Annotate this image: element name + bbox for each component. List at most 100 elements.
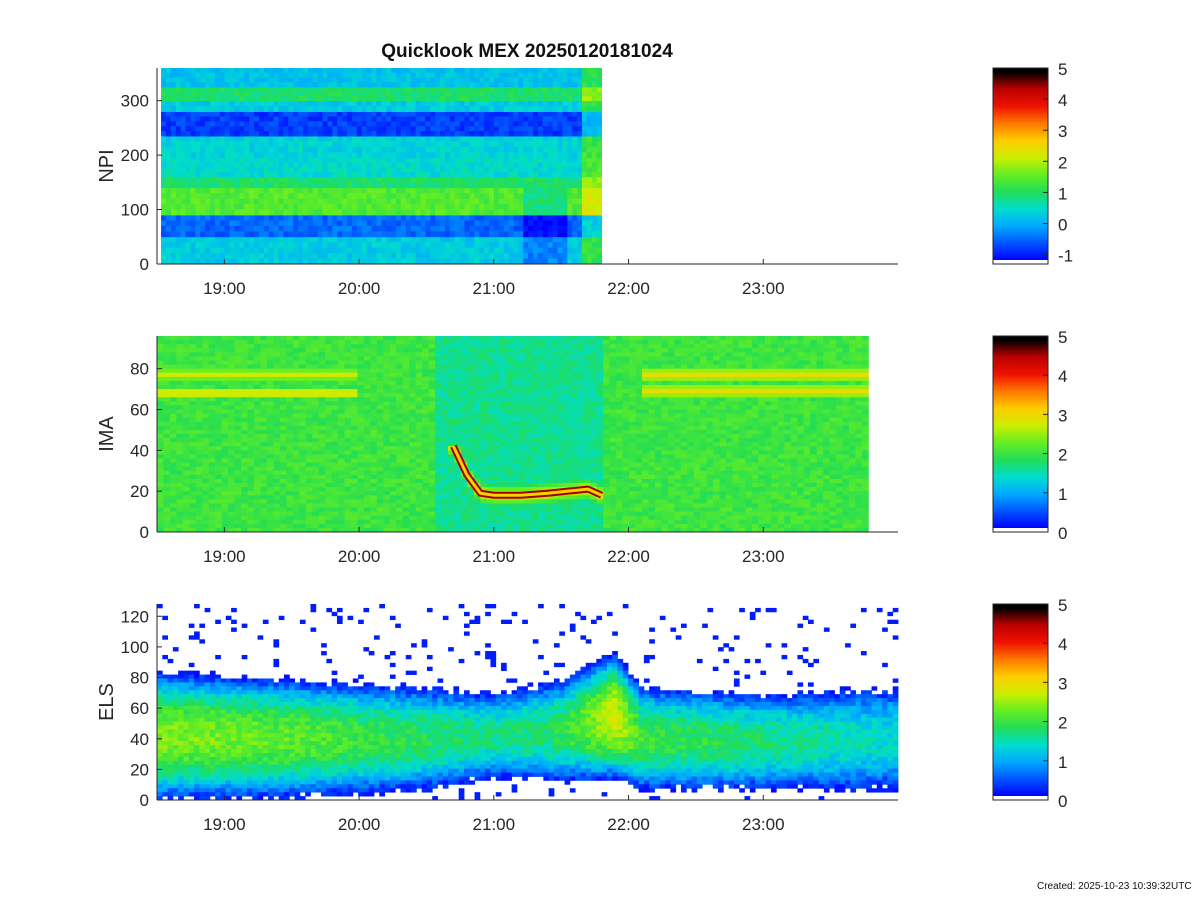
npi-cell xyxy=(322,68,328,74)
npi-cell xyxy=(444,193,451,200)
ima-cell xyxy=(299,360,307,365)
npi-cell xyxy=(508,204,514,210)
npi-cell xyxy=(351,82,358,88)
npi-cell xyxy=(586,91,593,97)
npi-cell xyxy=(376,68,382,74)
npi-cell xyxy=(180,182,186,189)
ima-cell xyxy=(189,380,197,386)
ima-cell xyxy=(176,372,184,378)
npi-cell xyxy=(322,77,328,83)
npi-cell xyxy=(258,152,265,159)
ima-cell xyxy=(273,368,281,374)
npi-cell xyxy=(567,126,573,132)
npi-cell xyxy=(459,82,465,88)
ima-cell xyxy=(195,466,203,472)
npi-cell xyxy=(469,91,475,97)
ima-cell xyxy=(331,425,339,431)
npi-cell xyxy=(239,152,245,159)
npi-cell xyxy=(577,162,583,168)
ima-cell xyxy=(228,421,236,427)
ima-cell xyxy=(202,442,210,447)
npi-cell xyxy=(518,162,524,168)
npi-cell xyxy=(533,111,539,117)
ima-cell xyxy=(176,499,184,504)
npi-cell xyxy=(322,236,328,243)
npi-cell xyxy=(293,126,299,132)
ima-cell xyxy=(157,421,164,427)
npi-cell xyxy=(312,77,319,83)
npi-cell xyxy=(249,111,255,117)
ima-cell xyxy=(273,421,281,427)
npi-cell xyxy=(371,236,377,243)
npi-cell xyxy=(435,247,441,254)
npi-cell xyxy=(582,209,588,216)
ima-cell xyxy=(331,356,339,361)
ima-cell xyxy=(176,523,184,529)
npi-cell xyxy=(361,187,368,194)
npi-cell xyxy=(542,96,549,102)
npi-cell xyxy=(498,231,505,238)
npi-cell xyxy=(444,204,451,210)
ima-cell xyxy=(260,450,268,455)
npi-cell xyxy=(381,152,387,159)
ima-cell xyxy=(215,470,223,476)
npi-cell xyxy=(298,176,304,183)
ima-cell xyxy=(286,401,294,406)
npi-cell xyxy=(190,198,196,205)
npi-cell xyxy=(449,126,456,132)
ima-cell xyxy=(254,495,261,500)
npi-cell xyxy=(474,146,480,153)
ima-cell xyxy=(176,478,184,484)
npi-cell xyxy=(528,106,534,112)
npi-cell xyxy=(268,162,275,168)
npi-cell xyxy=(317,116,323,122)
npi-cell xyxy=(244,131,250,137)
npi-cell xyxy=(351,157,358,163)
ima-cell xyxy=(169,495,177,500)
ima-cell xyxy=(344,356,352,361)
ima-cell xyxy=(241,417,248,423)
npi-cell xyxy=(484,82,490,88)
npi-cell xyxy=(484,91,490,97)
ima-cell xyxy=(292,434,300,439)
npi-cell xyxy=(489,247,495,254)
ima-cell xyxy=(357,389,365,394)
npi-cell xyxy=(430,157,436,163)
ima-cell xyxy=(215,515,223,521)
ima-cell xyxy=(338,515,345,521)
npi-cell xyxy=(312,231,319,238)
ima-cell xyxy=(266,438,274,443)
ima-cell xyxy=(351,462,358,468)
npi-cell xyxy=(547,182,554,189)
npi-cell xyxy=(513,231,519,238)
npi-cell xyxy=(273,116,279,122)
ima-cell xyxy=(331,507,339,512)
npi-cell xyxy=(263,141,270,148)
npi-cell xyxy=(410,220,416,227)
npi-cell xyxy=(415,68,421,74)
ima-cell xyxy=(299,527,307,533)
npi-cell xyxy=(440,231,446,238)
ima-cell xyxy=(299,446,307,451)
npi-cell xyxy=(170,242,177,249)
ima-cell xyxy=(189,429,197,435)
npi-cell xyxy=(425,231,431,238)
npi-cell xyxy=(342,209,348,216)
npi-cell xyxy=(454,91,461,97)
npi-cell xyxy=(268,152,275,159)
npi-cell xyxy=(400,253,407,259)
npi-cell xyxy=(464,198,470,205)
npi-cell xyxy=(523,111,529,117)
npi-cell xyxy=(464,111,470,117)
npi-cell xyxy=(205,87,211,92)
npi-cell xyxy=(288,167,294,173)
npi-cell xyxy=(244,182,250,189)
npi-cell xyxy=(410,182,416,189)
npi-cell xyxy=(415,121,421,127)
npi-cell xyxy=(347,141,353,148)
npi-cell xyxy=(307,136,314,142)
ima-cell xyxy=(299,507,307,512)
npi-cell xyxy=(518,209,524,216)
npi-cell xyxy=(332,231,338,238)
npi-cell xyxy=(444,215,451,221)
